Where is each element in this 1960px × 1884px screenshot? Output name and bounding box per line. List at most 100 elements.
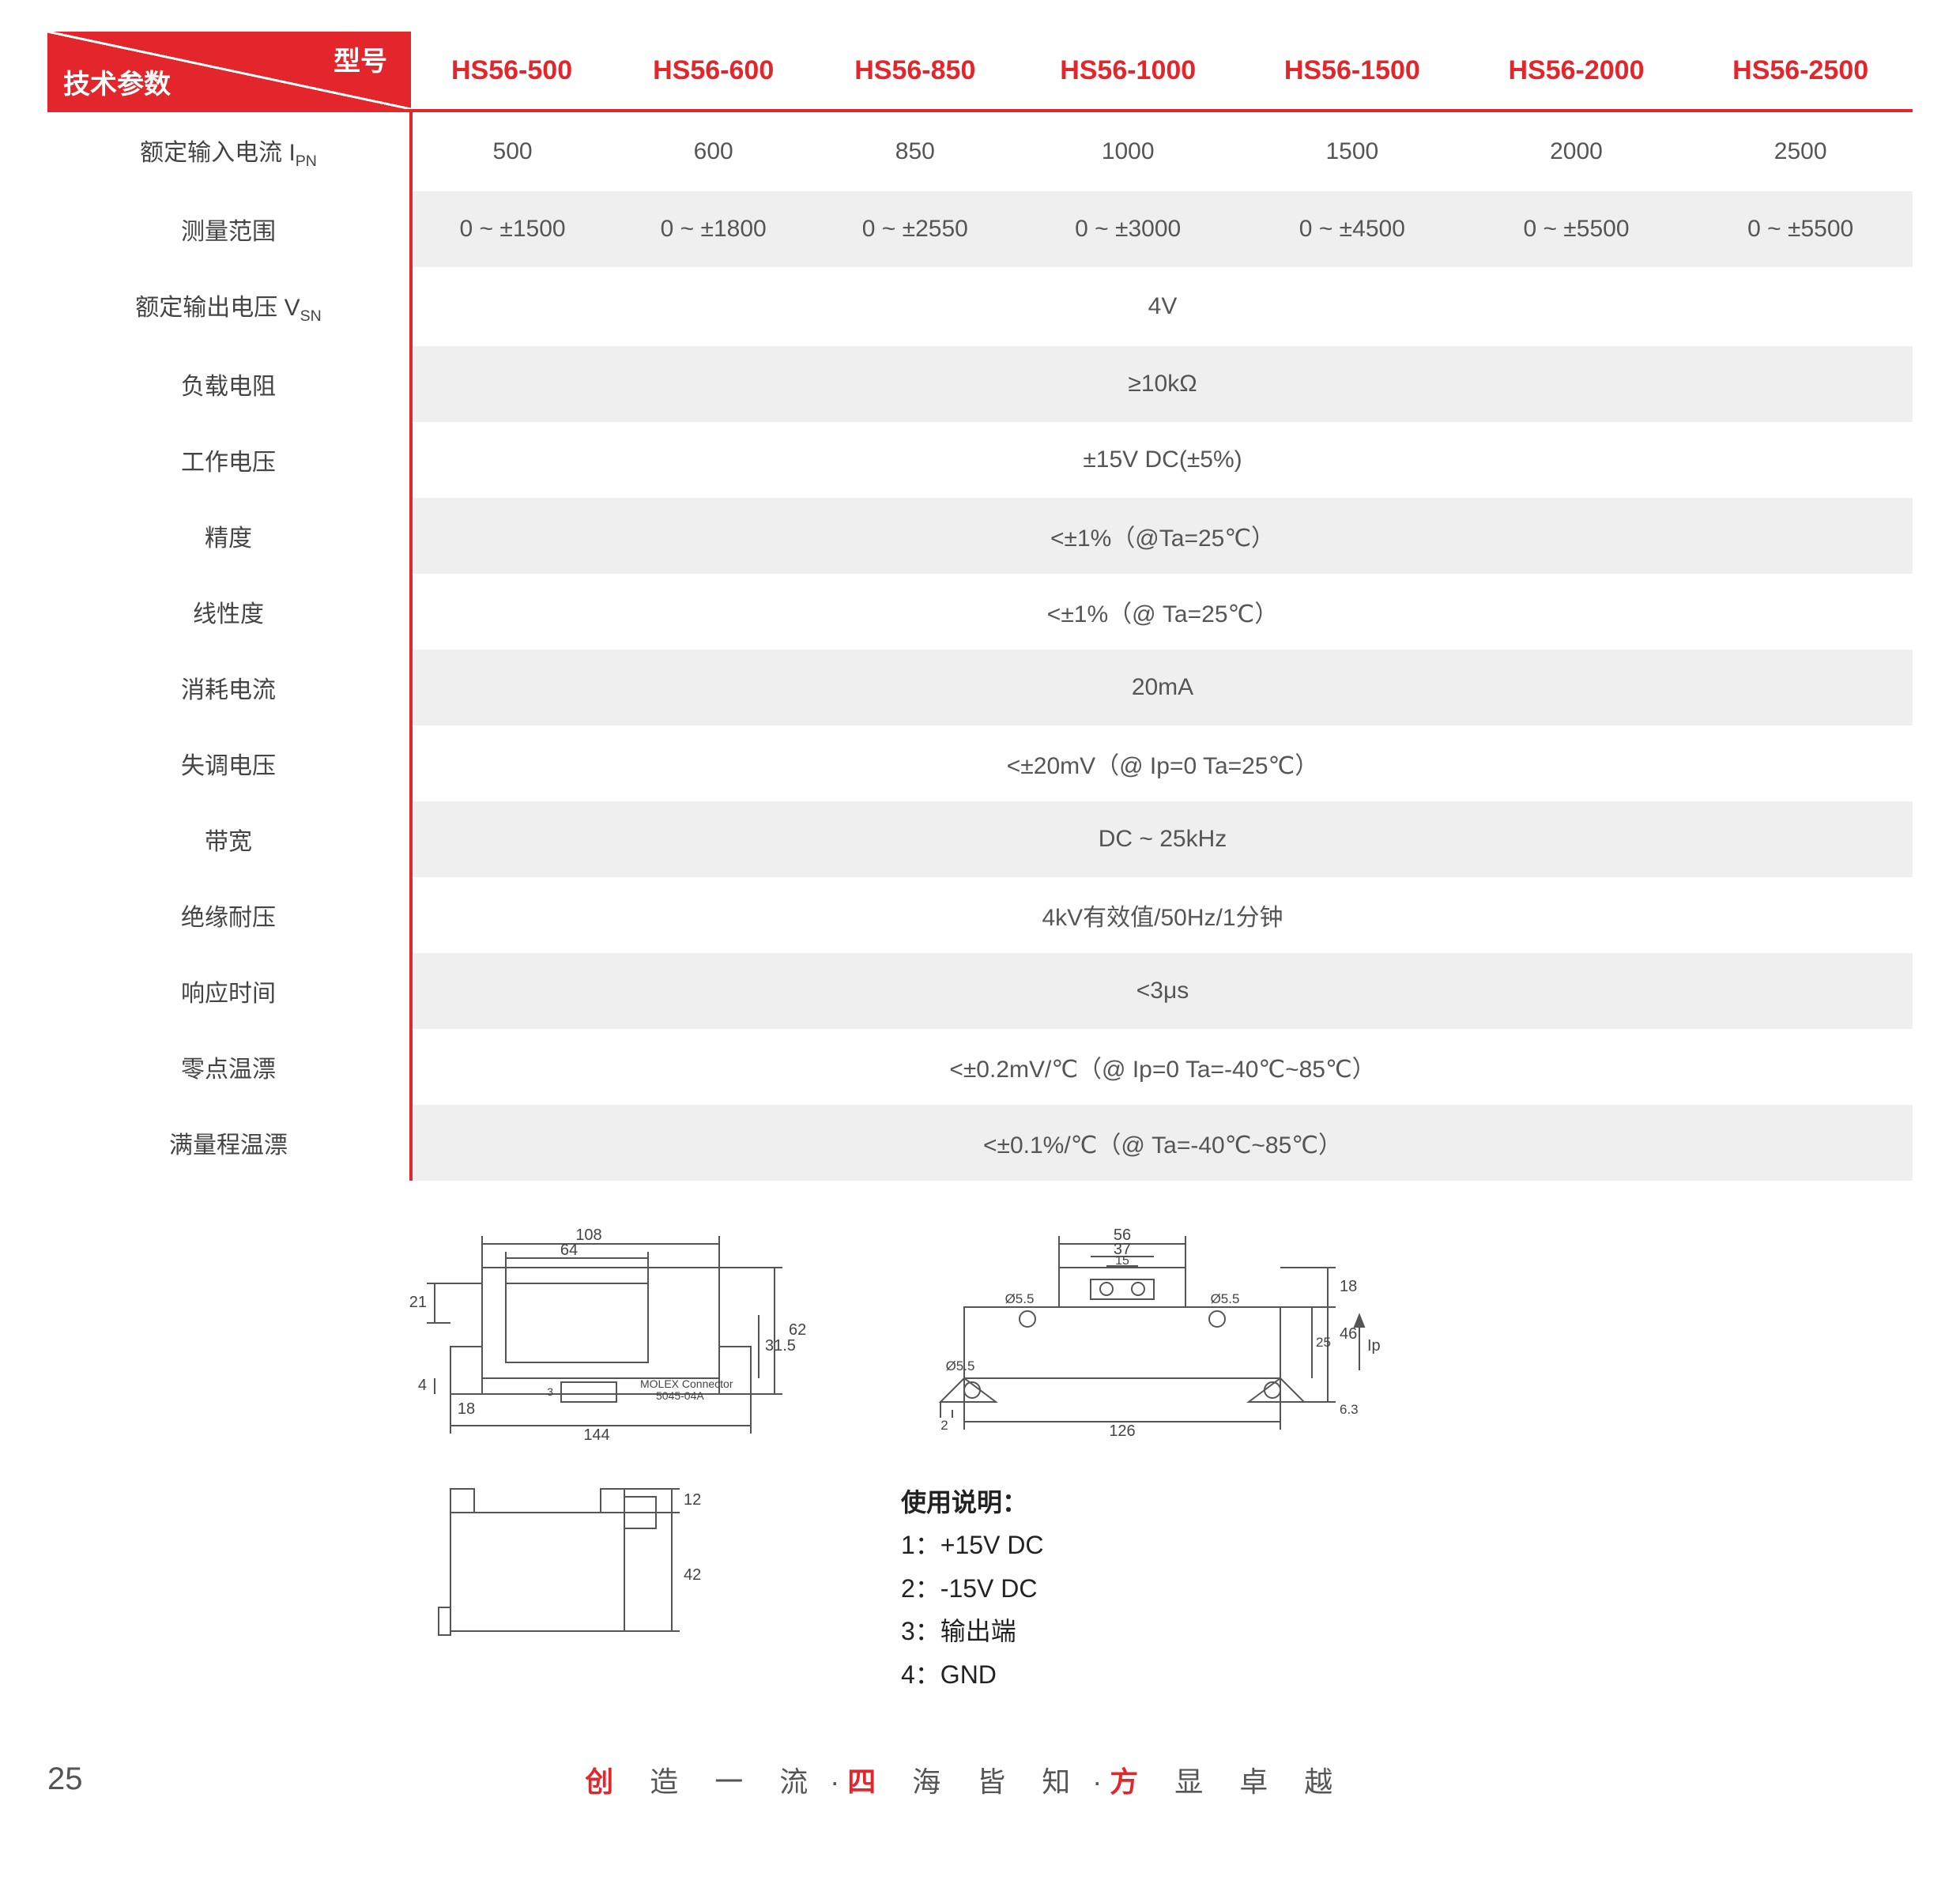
param-value: 0 ~ ±1500 <box>411 191 612 267</box>
svg-text:Ø5.5: Ø5.5 <box>946 1358 975 1373</box>
param-label: 负载电阻 <box>47 346 411 422</box>
table-header-corner: 型号 技术参数 <box>47 32 411 111</box>
param-value: 0 ~ ±1800 <box>612 191 814 267</box>
param-value: 0 ~ ±5500 <box>1464 191 1689 267</box>
table-row: 绝缘耐压4kV有效值/50Hz/1分钟 <box>47 877 1913 953</box>
table-row: 测量范围0 ~ ±15000 ~ ±18000 ~ ±25500 ~ ±3000… <box>47 191 1913 267</box>
svg-text:108: 108 <box>575 1226 601 1244</box>
param-value: 2500 <box>1688 111 1913 191</box>
param-value: 850 <box>814 111 1016 191</box>
table-row: 带宽DC ~ 25kHz <box>47 801 1913 877</box>
usage-line: 2：-15V DC <box>901 1567 1407 1610</box>
svg-text:12: 12 <box>684 1491 701 1509</box>
diagram-area: 108 64 144 21 4 62 31.5 18 MOLEX Connect… <box>47 1212 1913 1696</box>
svg-text:126: 126 <box>1109 1422 1135 1440</box>
model-col: HS56-1000 <box>1016 32 1240 111</box>
model-col: HS56-600 <box>612 32 814 111</box>
svg-text:18: 18 <box>458 1400 475 1418</box>
table-row: 响应时间<3μs <box>47 953 1913 1029</box>
usage-title: 使用说明： <box>901 1481 1407 1524</box>
param-value: 500 <box>411 111 612 191</box>
svg-text:42: 42 <box>684 1566 701 1584</box>
param-label: 绝缘耐压 <box>47 877 411 953</box>
table-row: 工作电压±15V DC(±5%) <box>47 422 1913 498</box>
model-col: HS56-2000 <box>1464 32 1689 111</box>
param-value: DC ~ 25kHz <box>411 801 1913 877</box>
footer-slogan: 创 造 一 流 · 四 海 皆 知 · 方 显 卓 越 <box>83 1759 1850 1800</box>
param-label: 额定输出电压 VSN <box>47 267 411 346</box>
svg-text:15: 15 <box>1115 1254 1129 1268</box>
side-view-diagram: 56 37 15 Ø5.5 Ø5.5 Ø5.5 126 18 25 46 6.3… <box>901 1212 1407 1441</box>
param-value: 2000 <box>1464 111 1689 191</box>
svg-text:46: 46 <box>1340 1325 1357 1343</box>
front-view-diagram: 12 42 <box>403 1465 735 1671</box>
param-value: 0 ~ ±3000 <box>1016 191 1240 267</box>
svg-text:64: 64 <box>560 1242 578 1259</box>
param-label: 带宽 <box>47 801 411 877</box>
param-value: <±1%（@Ta=25℃） <box>411 498 1913 574</box>
param-value: <±1%（@ Ta=25℃） <box>411 574 1913 650</box>
param-label: 满量程温漂 <box>47 1105 411 1181</box>
svg-text:3: 3 <box>547 1385 553 1398</box>
table-row: 失调电压<±20mV（@ Ip=0 Ta=25℃） <box>47 725 1913 801</box>
param-value: 4V <box>411 267 1913 346</box>
svg-text:31.5: 31.5 <box>765 1337 796 1355</box>
svg-text:Ø5.5: Ø5.5 <box>1005 1291 1035 1306</box>
usage-line: 4：GND <box>901 1653 1407 1696</box>
spec-table: 型号 技术参数 HS56-500 HS56-600 HS56-850 HS56-… <box>47 32 1913 1181</box>
param-label: 响应时间 <box>47 953 411 1029</box>
param-label: 零点温漂 <box>47 1029 411 1105</box>
usage-line: 1：+15V DC <box>901 1524 1407 1566</box>
param-value: <3μs <box>411 953 1913 1029</box>
svg-text:MOLEX Connector: MOLEX Connector <box>640 1377 733 1390</box>
svg-text:2: 2 <box>940 1418 948 1433</box>
usage-line: 3：输出端 <box>901 1610 1407 1652</box>
param-value: <±0.2mV/℃（@ Ip=0 Ta=-40℃~85℃） <box>411 1029 1913 1105</box>
spec-table-body: 额定输入电流 IPN5006008501000150020002500测量范围0… <box>47 111 1913 1181</box>
svg-text:18: 18 <box>1340 1278 1357 1295</box>
page-number: 25 <box>47 1762 83 1797</box>
param-label: 额定输入电流 IPN <box>47 111 411 191</box>
table-row: 零点温漂<±0.2mV/℃（@ Ip=0 Ta=-40℃~85℃） <box>47 1029 1913 1105</box>
usage-notes: 使用说明： 1：+15V DC 2：-15V DC 3：输出端 4：GND <box>901 1481 1407 1696</box>
param-value: ±15V DC(±5%) <box>411 422 1913 498</box>
param-value: 600 <box>612 111 814 191</box>
right-diagram-col: 56 37 15 Ø5.5 Ø5.5 Ø5.5 126 18 25 46 6.3… <box>901 1212 1407 1696</box>
svg-text:4: 4 <box>418 1377 427 1394</box>
svg-text:25: 25 <box>1316 1335 1331 1350</box>
param-label: 工作电压 <box>47 422 411 498</box>
table-row: 消耗电流20mA <box>47 650 1913 725</box>
left-diagram-col: 108 64 144 21 4 62 31.5 18 MOLEX Connect… <box>403 1212 814 1671</box>
svg-text:Ip: Ip <box>1367 1337 1381 1355</box>
model-col: HS56-850 <box>814 32 1016 111</box>
svg-text:144: 144 <box>583 1426 609 1441</box>
svg-text:5045-04A: 5045-04A <box>656 1389 704 1402</box>
model-col: HS56-1500 <box>1240 32 1464 111</box>
param-label: 失调电压 <box>47 725 411 801</box>
table-row: 额定输入电流 IPN5006008501000150020002500 <box>47 111 1913 191</box>
param-label: 测量范围 <box>47 191 411 267</box>
param-value: 20mA <box>411 650 1913 725</box>
table-row: 额定输出电压 VSN4V <box>47 267 1913 346</box>
svg-text:Ø5.5: Ø5.5 <box>1211 1291 1240 1306</box>
param-value: <±20mV（@ Ip=0 Ta=25℃） <box>411 725 1913 801</box>
table-row: 线性度<±1%（@ Ta=25℃） <box>47 574 1913 650</box>
table-row: 负载电阻≥10kΩ <box>47 346 1913 422</box>
table-row: 精度<±1%（@Ta=25℃） <box>47 498 1913 574</box>
model-col: HS56-2500 <box>1688 32 1913 111</box>
param-value: 0 ~ ±2550 <box>814 191 1016 267</box>
model-col: HS56-500 <box>411 32 612 111</box>
param-label: 线性度 <box>47 574 411 650</box>
svg-text:21: 21 <box>409 1294 427 1311</box>
table-row: 满量程温漂<±0.1%/℃（@ Ta=-40℃~85℃） <box>47 1105 1913 1181</box>
param-label: 消耗电流 <box>47 650 411 725</box>
page-footer: 25 创 造 一 流 · 四 海 皆 知 · 方 显 卓 越 <box>47 1759 1913 1800</box>
param-value: 0 ~ ±5500 <box>1688 191 1913 267</box>
svg-text:6.3: 6.3 <box>1340 1402 1359 1417</box>
param-label: 精度 <box>47 498 411 574</box>
param-value: 1500 <box>1240 111 1464 191</box>
param-value: <±0.1%/℃（@ Ta=-40℃~85℃） <box>411 1105 1913 1181</box>
param-value: 0 ~ ±4500 <box>1240 191 1464 267</box>
header-model-label: 型号 <box>334 40 387 78</box>
header-param-label: 技术参数 <box>63 62 171 101</box>
